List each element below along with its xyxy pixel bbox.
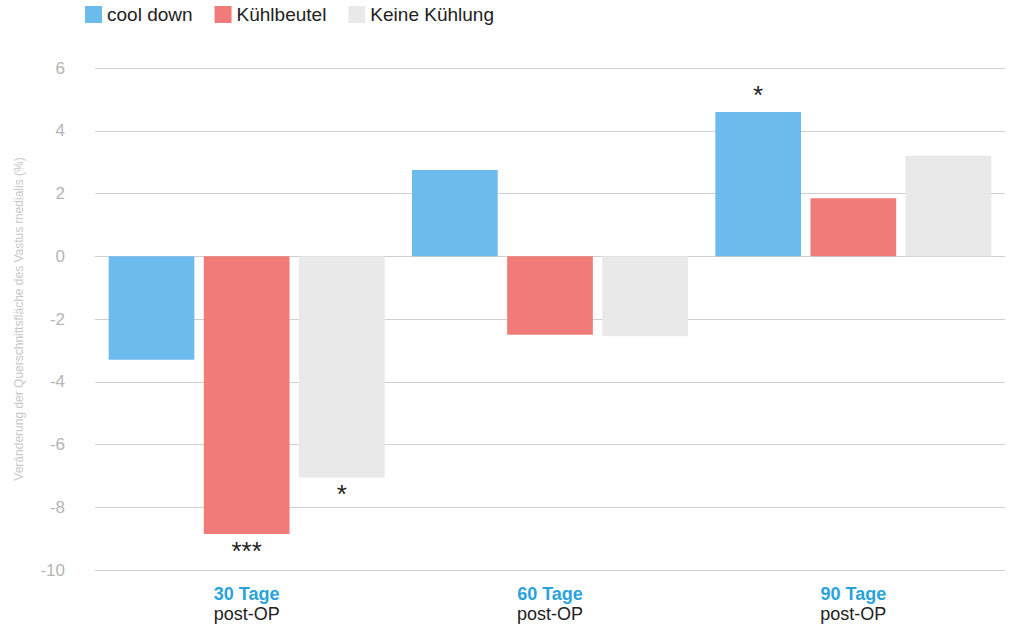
svg-text:Veränderung der Querschnittsfl: Veränderung der Querschnittsfläche des V… <box>12 157 26 480</box>
svg-text:-10: -10 <box>40 561 65 580</box>
svg-text:Kühlbeutel: Kühlbeutel <box>237 4 327 25</box>
svg-text:post-OP: post-OP <box>517 604 583 624</box>
svg-text:post-OP: post-OP <box>820 604 886 624</box>
svg-text:60 Tage: 60 Tage <box>517 584 583 604</box>
svg-text:***: *** <box>231 536 261 566</box>
svg-text:-8: -8 <box>50 498 65 517</box>
svg-text:-2: -2 <box>50 310 65 329</box>
svg-text:4: 4 <box>56 121 65 140</box>
svg-text:*: * <box>337 479 347 509</box>
svg-text:Keine Kühlung: Keine Kühlung <box>370 4 494 25</box>
svg-text:90 Tage: 90 Tage <box>820 584 886 604</box>
svg-text:2: 2 <box>56 184 65 203</box>
svg-text:-6: -6 <box>50 435 65 454</box>
svg-text:6: 6 <box>56 59 65 78</box>
svg-text:30 Tage: 30 Tage <box>214 584 280 604</box>
svg-text:*: * <box>753 80 763 110</box>
svg-text:cool down: cool down <box>107 4 193 25</box>
svg-text:post-OP: post-OP <box>214 604 280 624</box>
svg-text:0: 0 <box>56 247 65 266</box>
svg-text:-4: -4 <box>50 372 65 391</box>
